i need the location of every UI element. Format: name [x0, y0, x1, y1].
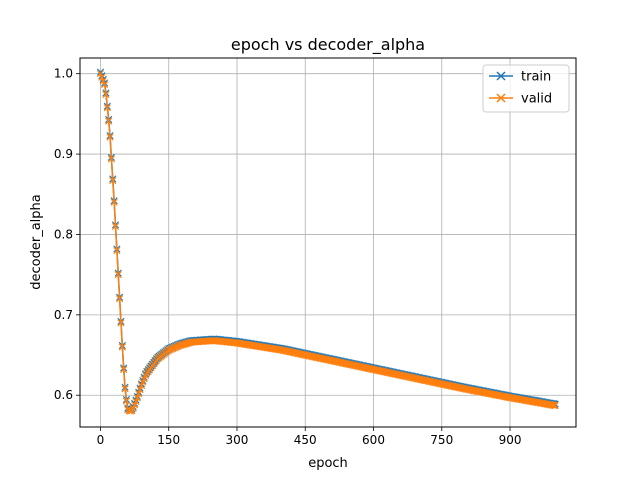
data-point: [114, 271, 122, 279]
x-tick-label: 300: [226, 433, 249, 447]
data-point: [118, 343, 126, 351]
data-point: [551, 402, 559, 410]
data-point: [120, 365, 128, 374]
y-tick-label: 1.0: [54, 67, 73, 81]
y-axis-label: decoder_alpha: [29, 194, 44, 289]
data-point: [102, 90, 110, 99]
x-tick-label: 750: [430, 433, 453, 447]
data-point: [550, 401, 558, 409]
data-point: [121, 385, 129, 393]
legend-label-valid: valid: [521, 92, 552, 107]
data-point: [105, 117, 113, 125]
x-tick-label: 150: [157, 433, 180, 447]
x-tick-label: 450: [294, 433, 317, 447]
data-point: [111, 222, 120, 231]
data-point: [107, 155, 115, 163]
data-point: [113, 246, 121, 255]
data-point: [135, 390, 143, 398]
x-axis-label: epoch: [308, 456, 348, 471]
plot-frame: [79, 57, 577, 428]
series-layer: [96, 68, 559, 415]
data-point: [106, 133, 114, 141]
y-tick-label: 0.7: [54, 308, 73, 322]
chart-title: epoch vs decoder_alpha: [231, 35, 425, 55]
grid: [80, 58, 576, 427]
data-point: [110, 198, 118, 206]
data-point: [136, 386, 144, 394]
data-point: [103, 104, 111, 112]
y-tick-label: 0.8: [54, 227, 73, 241]
data-point: [548, 401, 556, 409]
legend-label-train: train: [521, 70, 551, 85]
data-point: [125, 407, 133, 415]
legend: train valid: [482, 64, 570, 113]
ticks: 0 150 300 450 600 750 900 0.6 0.7 0.8 0.9 1.0: [54, 67, 522, 447]
x-tick-label: 0: [97, 433, 105, 447]
y-tick-label: 0.9: [54, 147, 73, 161]
data-point: [100, 80, 109, 89]
x-tick-label: 900: [499, 433, 522, 447]
data-point: [117, 319, 125, 327]
data-point: [109, 177, 117, 185]
legend-marker-train: [496, 71, 506, 81]
data-point: [116, 295, 124, 303]
y-tick-label: 0.6: [54, 388, 73, 402]
legend-marker-valid: [496, 93, 506, 103]
data-point: [122, 397, 131, 405]
x-tick-label: 600: [362, 433, 385, 447]
data-point: [133, 394, 141, 402]
series-valid: [96, 70, 559, 415]
